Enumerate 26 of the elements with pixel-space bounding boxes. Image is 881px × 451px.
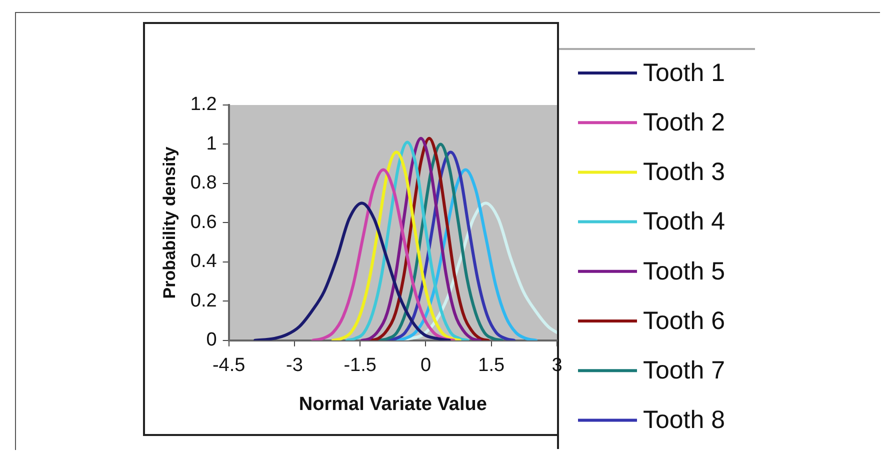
y-axis-title: Probability density (160, 146, 179, 299)
legend-label: Tooth 1 (643, 58, 726, 87)
x-tick-label: -3 (286, 355, 303, 376)
legend-label: Tooth 8 (643, 406, 726, 434)
line-series (331, 150, 462, 340)
y-tick-label: 0.6 (190, 212, 217, 233)
line-series (345, 140, 470, 340)
y-tick-label: 0.2 (190, 290, 217, 312)
y-tick-label: 0.8 (190, 172, 217, 194)
y-tick-label: 0 (206, 330, 217, 351)
legend-label: Tooth 5 (643, 257, 726, 286)
legend-label: Tooth 6 (643, 306, 726, 335)
legend-label: Tooth 4 (643, 208, 726, 236)
x-axis-title: Normal Variate Value (298, 394, 487, 415)
legend-label: Tooth 2 (643, 108, 726, 136)
y-tick-label: 1.2 (190, 94, 217, 116)
x-tick-label: 0 (420, 355, 432, 376)
line-series (311, 168, 456, 340)
x-tick-label: -4.5 (212, 355, 246, 376)
line-series (254, 202, 451, 340)
y-tick-label: 1 (206, 133, 217, 154)
x-tick-label: 1.5 (478, 355, 505, 376)
y-tick-label: 0.4 (190, 251, 218, 272)
legend-label: Tooth 7 (643, 356, 726, 384)
legend-label: Tooth 3 (643, 158, 726, 186)
x-tick-label: -1.5 (344, 355, 376, 376)
